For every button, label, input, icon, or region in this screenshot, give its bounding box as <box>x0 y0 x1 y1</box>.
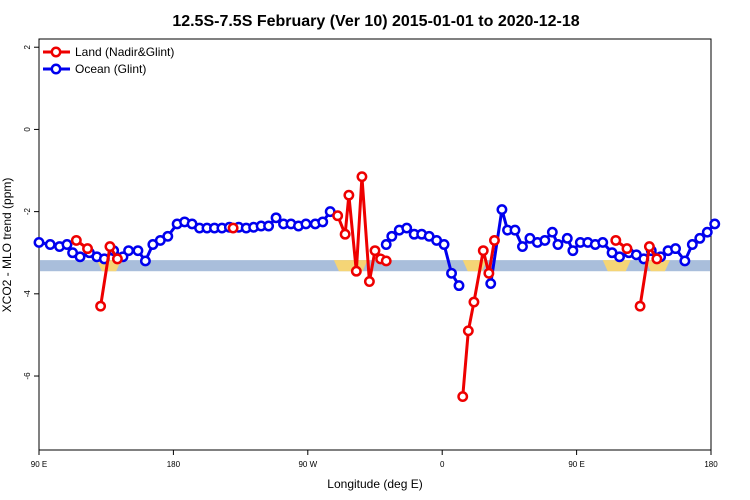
legend-land-label: Land (Nadir&Glint) <box>75 45 174 59</box>
y-tick-label: -4 <box>23 290 32 298</box>
data-point <box>567 245 579 257</box>
data-point <box>61 239 73 250</box>
data-point <box>496 204 508 216</box>
data-point <box>356 171 368 183</box>
data-point <box>686 239 698 250</box>
data-point <box>44 239 56 250</box>
chart-title: 12.5S-7.5S February (Ver 10) 2015-01-01 … <box>172 13 579 30</box>
data-point <box>509 224 521 236</box>
data-point <box>111 253 123 265</box>
data-point <box>33 236 45 248</box>
data-point <box>621 243 633 255</box>
land-band-segment <box>602 260 631 272</box>
data-point <box>614 251 625 263</box>
legend: Land (Nadir&Glint) Ocean (Glint) <box>43 45 174 76</box>
data-point <box>694 232 706 244</box>
y-axis-ticks: 2 0 -2 -4 -6 <box>23 44 39 380</box>
legend-land-marker <box>50 46 62 58</box>
data-point <box>263 220 275 232</box>
data-point <box>123 245 135 257</box>
data-point <box>670 243 681 255</box>
data-point <box>477 245 489 257</box>
data-point <box>270 212 282 224</box>
data-point <box>539 234 551 246</box>
series-line <box>461 240 496 397</box>
data-point <box>651 253 663 265</box>
data-point <box>401 222 413 234</box>
land-band-segment <box>333 260 368 272</box>
land-series <box>70 171 663 403</box>
data-point <box>369 245 381 257</box>
data-point <box>380 239 392 250</box>
data-point <box>132 245 144 257</box>
data-point <box>162 230 174 242</box>
data-point <box>462 325 474 337</box>
x-tick-label: 0 <box>440 460 445 469</box>
data-point <box>457 391 469 403</box>
legend-ocean-marker <box>50 63 62 75</box>
data-point <box>517 241 528 253</box>
y-tick-label: -2 <box>23 208 32 216</box>
data-point <box>709 218 721 230</box>
x-tick-label: 180 <box>167 460 181 469</box>
data-point <box>483 267 495 279</box>
data-point <box>332 210 344 222</box>
plot-frame <box>38 38 712 451</box>
data-point <box>485 278 497 289</box>
series-layer <box>33 171 721 403</box>
x-tick-label: 90 E <box>31 460 47 469</box>
data-point <box>610 234 622 246</box>
data-point <box>339 228 351 240</box>
data-point <box>95 300 107 312</box>
legend-ocean-label: Ocean (Glint) <box>75 62 146 76</box>
data-point <box>701 226 713 238</box>
data-point <box>468 296 480 308</box>
data-point <box>643 241 655 253</box>
data-point <box>317 216 329 228</box>
data-point <box>139 255 151 267</box>
data-point <box>82 243 93 255</box>
data-point <box>363 276 375 287</box>
ocean-series <box>33 204 721 292</box>
land-band-segment <box>645 260 670 272</box>
data-point <box>350 265 362 277</box>
y-axis-label: XCO2 - MLO trend (ppm) <box>0 178 14 313</box>
data-point <box>343 189 355 201</box>
x-axis-ticks: 90 E 180 90 W 0 90 E 180 <box>31 450 718 469</box>
data-point <box>453 280 465 292</box>
x-tick-label: 90 E <box>568 460 584 469</box>
data-point <box>380 255 392 267</box>
data-point <box>634 300 646 312</box>
y-tick-label: 2 <box>23 44 32 49</box>
data-point <box>597 236 609 248</box>
x-tick-label: 180 <box>704 460 718 469</box>
data-point <box>386 230 398 242</box>
y-tick-label: -6 <box>23 372 32 380</box>
ocean-band <box>40 260 710 272</box>
data-point <box>546 226 558 238</box>
data-point <box>552 239 564 250</box>
data-point <box>446 267 457 279</box>
data-point <box>227 222 239 234</box>
data-point <box>104 241 116 253</box>
x-tick-label: 90 W <box>298 460 317 469</box>
x-axis-label: Longitude (deg E) <box>327 477 422 491</box>
data-point <box>300 218 312 230</box>
data-point <box>561 232 573 244</box>
y-tick-label: 0 <box>23 127 32 132</box>
data-point <box>438 239 450 250</box>
data-point <box>489 234 500 246</box>
data-point <box>74 251 86 263</box>
data-point <box>679 255 691 267</box>
data-point <box>70 234 82 246</box>
land-ocean-band <box>40 260 710 272</box>
